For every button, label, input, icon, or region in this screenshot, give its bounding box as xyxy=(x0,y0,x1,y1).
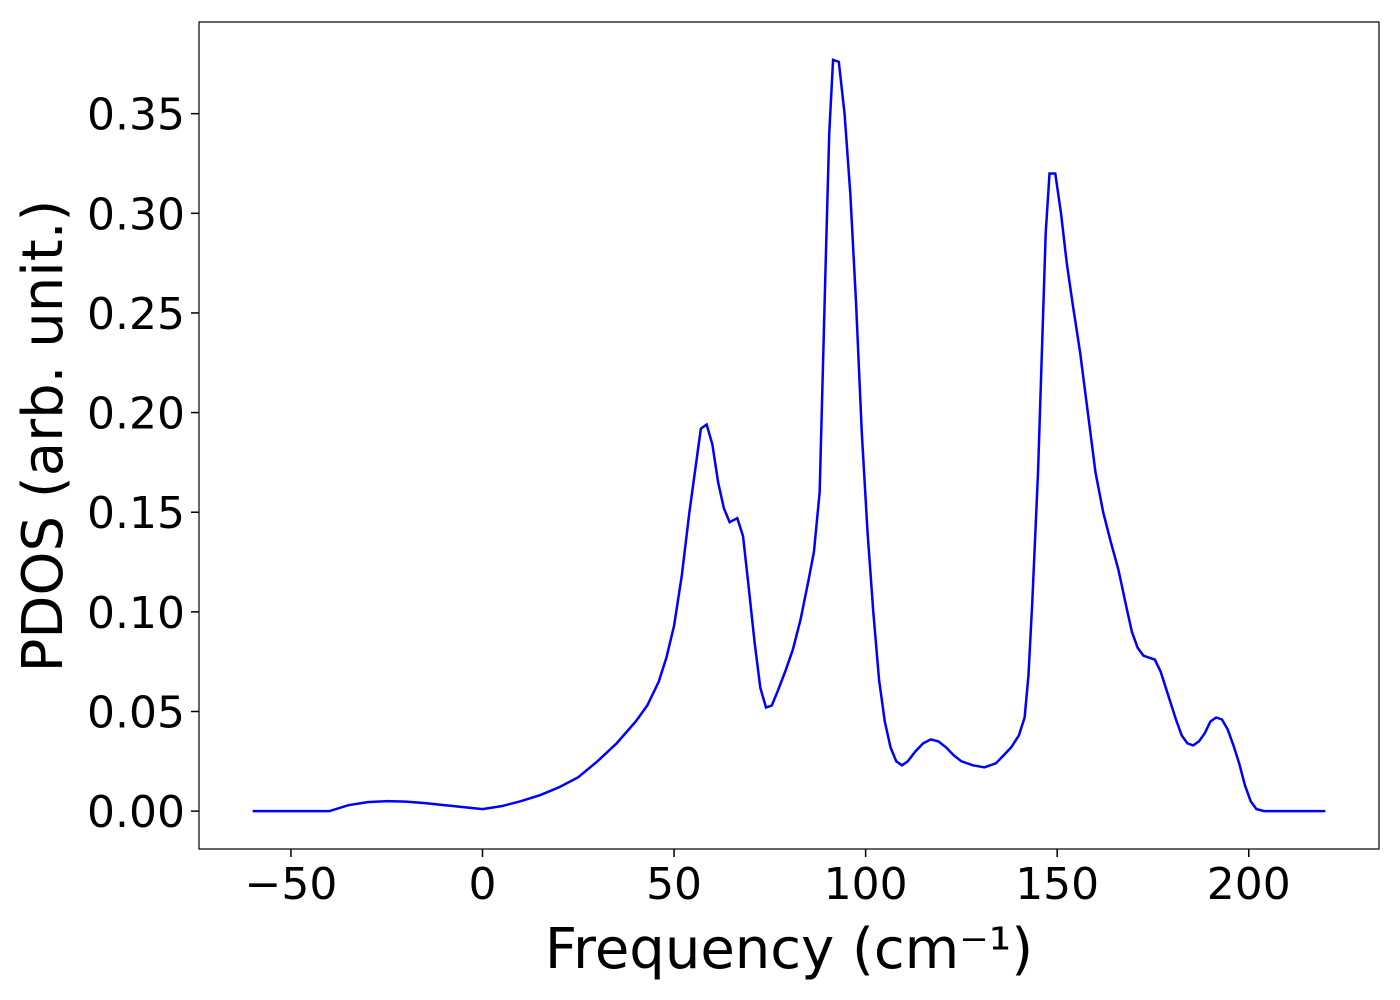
y-tick-label: 0.30 xyxy=(87,189,185,240)
y-tick-label: 0.35 xyxy=(87,90,185,141)
x-tick-label: −50 xyxy=(245,859,338,910)
x-tick-label: 200 xyxy=(1207,859,1291,910)
x-tick-label: 50 xyxy=(646,859,702,910)
y-tick-label: 0.25 xyxy=(87,289,185,340)
y-tick-label: 0.00 xyxy=(87,787,185,838)
plot-frame xyxy=(198,21,1380,850)
x-tick-label: 0 xyxy=(469,859,497,910)
y-tick-label: 0.05 xyxy=(87,687,185,738)
x-axis-label: Frequency (cm⁻¹) xyxy=(545,917,1033,982)
y-axis-label: PDOS (arb. unit.) xyxy=(11,200,76,673)
y-tick-label: 0.10 xyxy=(87,588,185,639)
y-tick-label: 0.15 xyxy=(87,488,185,539)
x-tick-label: 100 xyxy=(824,859,908,910)
x-tick-label: 150 xyxy=(1015,859,1099,910)
data-line xyxy=(252,58,1326,813)
y-tick-label: 0.20 xyxy=(87,389,185,440)
